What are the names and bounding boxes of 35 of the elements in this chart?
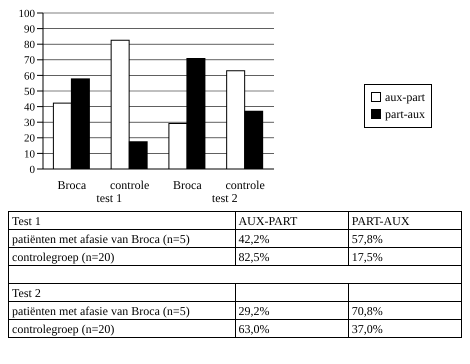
text: AUX-PART	[235, 212, 348, 230]
text: 37,0%	[348, 320, 462, 338]
text: patiënten met afasie van Broca (n=5)	[8, 230, 235, 248]
text: 29,2%	[235, 302, 348, 320]
legend-label: part-aux	[385, 106, 425, 122]
text: 70,8%	[348, 302, 462, 320]
legend-label: aux-part	[385, 90, 425, 104]
y-tick-label: 80	[24, 39, 36, 52]
y-tick-label: 30	[24, 117, 36, 130]
text: 57,8%	[348, 230, 462, 248]
x-tick-label: controle	[110, 178, 150, 192]
y-tick-label: 70	[24, 54, 36, 67]
text: controlegroep (n=20)	[8, 320, 235, 338]
x-tick-label: Broca	[58, 178, 87, 192]
text: Test 2	[8, 284, 235, 302]
text: 42,2%	[235, 230, 348, 248]
y-tick-label: 90	[24, 24, 36, 36]
text: 17,5%	[348, 248, 462, 266]
y-tick-label: 100	[18, 8, 36, 20]
text: test 1	[96, 191, 122, 205]
y-tick-label: 20	[24, 132, 36, 145]
y-tick-label: 40	[24, 102, 36, 114]
y-tick-label: 50	[24, 86, 36, 98]
x-tick-label: Broca	[173, 178, 202, 192]
y-tick-label: 0	[30, 164, 36, 176]
text: Test 1	[8, 212, 235, 230]
y-tick-label: 60	[24, 70, 36, 82]
text: 63,0%	[235, 320, 348, 338]
text: test 2	[212, 191, 238, 205]
text: PART-AUX	[348, 212, 462, 230]
x-tick-label: controle	[225, 178, 265, 192]
y-tick-label: 10	[24, 148, 36, 160]
text: 82,5%	[235, 248, 348, 266]
text: patiënten met afasie van Broca (n=5)	[8, 302, 235, 320]
text: controlegroep (n=20)	[8, 248, 235, 266]
